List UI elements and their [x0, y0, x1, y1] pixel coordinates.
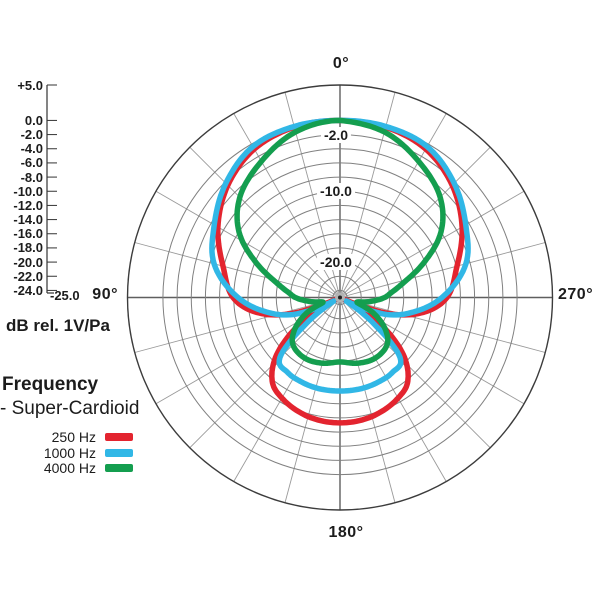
grid-ring — [219, 176, 461, 419]
db-axis-unit-label: dB rel. 1V/Pa — [6, 316, 110, 335]
legend: Frequency - Super-Cardioid 250 Hz 1000 Hz… — [0, 374, 210, 477]
ring-label: -10.0 — [317, 183, 355, 200]
ring-label: -20.0 — [317, 254, 355, 271]
grid-ring — [126, 84, 554, 511]
angle-label-90: 90° — [92, 286, 118, 303]
legend-item: 250 Hz — [0, 430, 210, 446]
angle-label-270: 270° — [558, 286, 594, 303]
db-tick-label: -20.0 — [13, 254, 43, 270]
db-tick-label: -14.0 — [13, 212, 43, 228]
db-tick-label: -24.0 — [13, 282, 43, 298]
angle-label-180: 180° — [328, 524, 364, 541]
pattern-curve-1000-hz — [209, 117, 471, 394]
legend-color-swatch — [105, 433, 133, 441]
grid-ring — [261, 219, 419, 376]
db-tick-label: -2.0 — [20, 127, 43, 143]
db-tick-label: -16.0 — [13, 226, 43, 242]
db-tick-label: -6.0 — [20, 155, 43, 171]
legend-item: 4000 Hz — [0, 461, 210, 477]
db-tick-label: -4.0 — [20, 141, 43, 157]
legend-subtitle: - Super-Cardioid — [0, 398, 140, 419]
grid-ring — [190, 148, 490, 447]
pattern-curve-250-hz — [215, 117, 465, 426]
db-tick-label: +5.0 — [17, 77, 43, 93]
angle-label-0: 0° — [332, 55, 350, 72]
legend-item-label: 250 Hz — [51, 429, 96, 445]
db-axis-end-tick-label: -25.0 — [50, 288, 80, 303]
ring-label: -2.0 — [320, 126, 352, 143]
db-tick-label: -10.0 — [13, 183, 43, 199]
legend-item: 1000 Hz — [0, 444, 210, 462]
db-tick-label: -8.0 — [20, 169, 43, 185]
grid-ring — [332, 289, 348, 306]
legend-title: Frequency — [2, 374, 99, 395]
grid-ring — [318, 275, 362, 320]
db-tick-label: 0.0 — [24, 112, 43, 128]
grid-ring — [204, 162, 476, 433]
center-dot-core — [338, 295, 342, 300]
db-tick-label: -22.0 — [13, 268, 43, 284]
legend-items: 250 Hz 1000 Hz 4000 Hz — [0, 430, 210, 477]
db-tick-label: -18.0 — [13, 240, 43, 256]
legend-color-swatch — [105, 448, 133, 457]
db-tick-label: -12.0 — [13, 197, 43, 213]
legend-item-label: 4000 Hz — [43, 460, 96, 476]
pattern-curve-4000-hz — [234, 117, 446, 367]
legend-item-label: 1000 Hz — [43, 444, 96, 461]
legend-color-swatch — [105, 464, 133, 472]
